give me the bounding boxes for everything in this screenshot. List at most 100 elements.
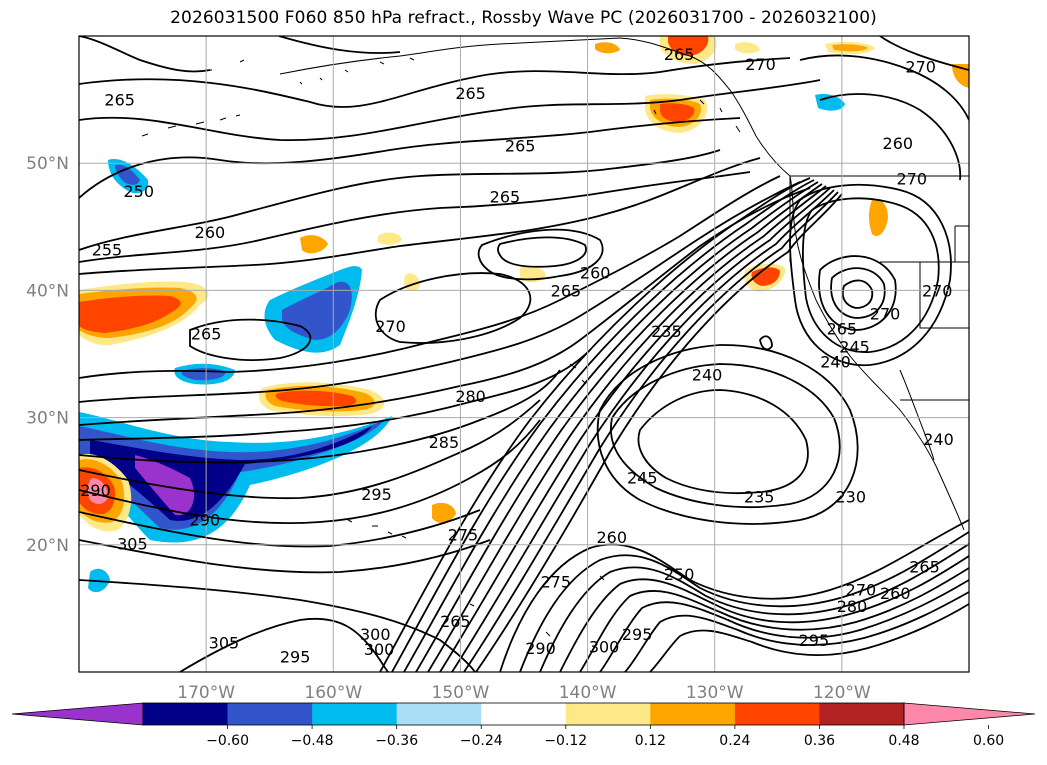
- colorbar-tick-label: 0.48: [888, 733, 919, 749]
- positive-anomaly-south-peak: [87, 478, 108, 504]
- contour-label: 265: [440, 612, 471, 631]
- contour-label: 265: [104, 91, 135, 110]
- contour-label: 265: [551, 281, 582, 300]
- lat-tick-label: 50°N: [26, 154, 69, 174]
- contour-label: 265: [909, 557, 940, 576]
- axis-tick-labels: 50°N 40°N 30°N 20°N 170°W 160°W 150°W 140°W 130°…: [26, 154, 871, 703]
- contour-label: 250: [664, 565, 695, 584]
- map-frame: [78, 35, 970, 673]
- contour-label: 275: [541, 573, 572, 592]
- positive-anomaly-spot-7: [378, 232, 402, 245]
- contour-label: 280: [837, 597, 868, 616]
- contour-label: 305: [209, 634, 240, 653]
- lon-tick-label: 130°W: [686, 683, 744, 703]
- contour-label: 250: [123, 182, 154, 201]
- positive-anomaly-central-core: [275, 390, 357, 407]
- colorbar-segment: [734, 703, 820, 725]
- colorbar-segment: [819, 703, 905, 725]
- contour-label: 300: [589, 638, 620, 657]
- contour-label: 270: [745, 55, 776, 74]
- refractivity-contours: [79, 36, 969, 672]
- contour-label: 290: [525, 639, 556, 658]
- contour-label: 295: [361, 485, 392, 504]
- lat-tick-label: 40°N: [26, 281, 69, 301]
- contour-label: 270: [897, 169, 928, 188]
- contour-label: 260: [580, 264, 611, 283]
- positive-anomaly-coast-core: [751, 267, 780, 286]
- colorbar-tick-label: 0.60: [973, 733, 1004, 749]
- contour-label: 245: [839, 337, 870, 356]
- colorbar-segment: [312, 703, 398, 725]
- contour-label: 265: [827, 320, 858, 339]
- contour-label: 235: [651, 322, 682, 341]
- colorbar-extend-high: [903, 702, 1036, 726]
- contour-label: 295: [622, 625, 653, 644]
- contour-label: 240: [692, 365, 723, 384]
- map-title: 2026031500 F060 850 hPa refract., Rossby…: [170, 8, 877, 28]
- colorbar-outline: [142, 702, 905, 726]
- negative-anomaly-extreme: [135, 455, 195, 516]
- contour-label: 230: [835, 487, 866, 506]
- contour-label: 300: [364, 640, 395, 659]
- positive-anomaly-spot-1: [300, 235, 328, 254]
- lon-tick-label: 160°W: [304, 683, 362, 703]
- contour-label: 265: [664, 45, 695, 64]
- contour-label: 280: [455, 387, 486, 406]
- colorbar-segment: [565, 703, 651, 725]
- positive-anomaly-inland: [869, 198, 888, 237]
- lat-tick-label: 30°N: [26, 409, 69, 429]
- contour-label: 275: [448, 526, 479, 545]
- colorbar-tick-label: −0.60: [206, 733, 249, 749]
- colorbar: −0.60 −0.48 −0.36 −0.24 −0.12 0.12 0.24 0.36 0.4…: [11, 702, 1036, 749]
- colorbar-extend-low: [11, 702, 144, 726]
- contour-label: 260: [880, 584, 911, 603]
- contour-label: 270: [846, 580, 877, 599]
- contour-label: 265: [191, 325, 222, 344]
- contour-label: 270: [870, 304, 901, 323]
- lon-tick-label: 120°W: [813, 683, 871, 703]
- positive-anomaly-north-core: [668, 36, 709, 56]
- positive-anomaly-spot-2: [432, 502, 456, 523]
- colorbar-tick-label: −0.24: [460, 733, 503, 749]
- lon-tick-label: 150°W: [432, 683, 490, 703]
- colorbar-tick-label: −0.36: [375, 733, 418, 749]
- colorbar-tick-label: −0.12: [544, 733, 587, 749]
- lon-tick-label: 140°W: [559, 683, 617, 703]
- contour-label: 260: [195, 223, 226, 242]
- colorbar-tick-label: 0.36: [804, 733, 835, 749]
- contour-label: 240: [820, 353, 851, 372]
- contour-label: 290: [80, 481, 111, 500]
- contour-label: 260: [596, 528, 627, 547]
- contour-label: 260: [883, 134, 914, 153]
- contour-label: 290: [190, 510, 221, 529]
- contour-label: 245: [627, 468, 658, 487]
- colorbar-tick-label: 0.12: [635, 733, 666, 749]
- colorbar-segment: [481, 703, 567, 725]
- colorbar-segment: [143, 703, 229, 725]
- colorbar-segment: [650, 703, 736, 725]
- positive-anomaly-spot-6: [595, 42, 620, 54]
- colorbar-tick-label: −0.48: [291, 733, 334, 749]
- lat-tick-label: 20°N: [26, 536, 69, 556]
- positive-anomaly-gulf-core: [660, 103, 695, 122]
- graticule: [79, 36, 969, 672]
- lon-tick-label: 170°W: [177, 683, 235, 703]
- colorbar-segment: [396, 703, 482, 725]
- colorbar-segment: [227, 703, 313, 725]
- contour-label: 255: [92, 241, 123, 260]
- contour-label: 300: [360, 625, 391, 644]
- positive-anomaly-spot-5: [735, 42, 760, 54]
- contour-label: 295: [799, 631, 830, 650]
- negative-anomaly-west-core: [115, 164, 140, 185]
- colorbar-tick-label: 0.24: [719, 733, 750, 749]
- contour-label: 270: [375, 317, 406, 336]
- positive-anomaly-ne: [952, 64, 969, 88]
- contour-label: 285: [429, 433, 460, 452]
- contour-label: 305: [117, 535, 148, 554]
- positive-anomaly-west-core: [79, 295, 181, 333]
- contour-label: 295: [280, 648, 311, 667]
- positive-anomaly-nw-core: [832, 44, 868, 52]
